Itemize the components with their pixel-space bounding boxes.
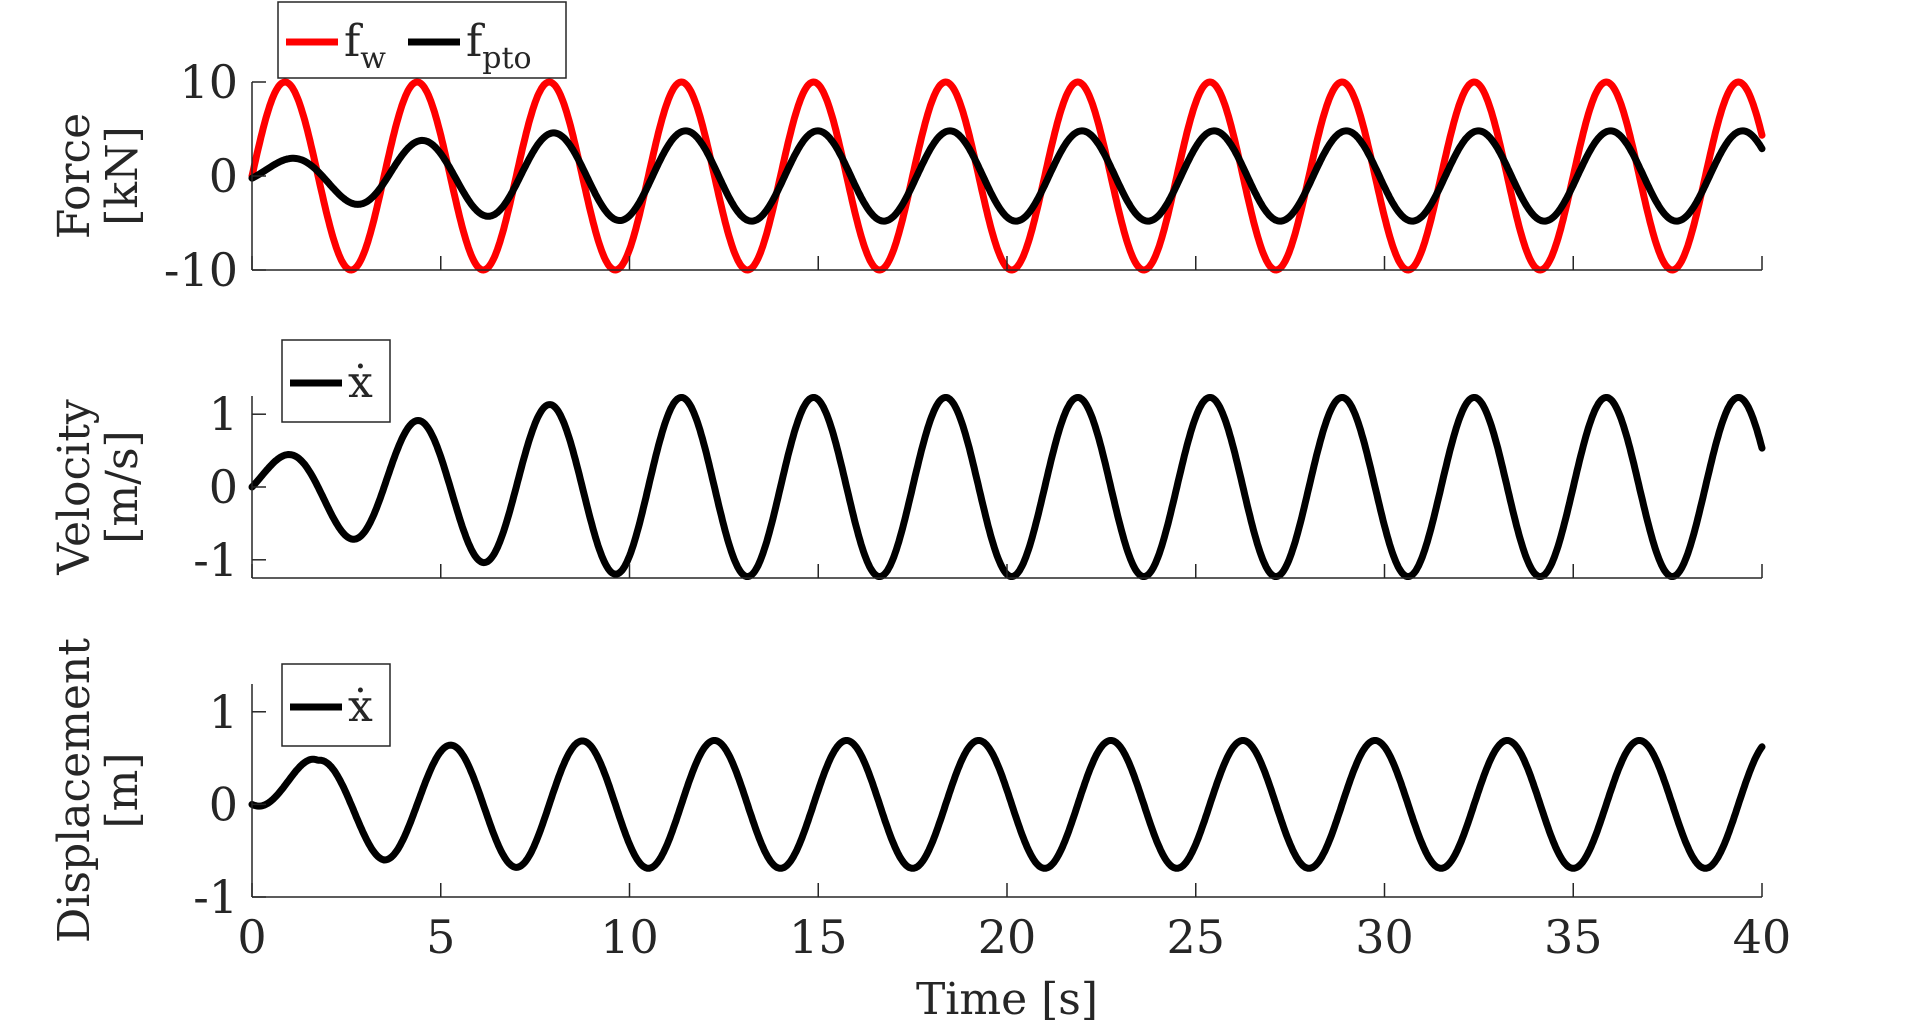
series-line-1-1 (248, 78, 1766, 274)
y-tick-label: 0 (209, 149, 238, 203)
y-tick-label: -1 (193, 533, 238, 587)
y-axis-title-2: Velocity[m/s] (49, 399, 148, 576)
y-tick-label: 10 (179, 55, 238, 109)
y-tick-label: 1 (209, 685, 238, 739)
legend-label: ẋ (348, 681, 373, 732)
panel-3: 10-10 5 10 15 20 25 30 35 40Displacement[m]Time … (49, 638, 1791, 1025)
legend-label: fw (344, 16, 386, 76)
x-tick-label: 20 (978, 910, 1037, 964)
y-tick-label: 0 (209, 777, 238, 831)
y-tick-label: -10 (164, 243, 238, 297)
panel-2: 1 0 -1 Velocity[m/s] ẋ (49, 339, 1766, 587)
y-axis-title-1: Force[kN] (49, 113, 148, 239)
x-tick-label: 15 (789, 910, 848, 964)
legend-label: fpto (466, 16, 532, 76)
panel-1: 10 0 -10 Force[kN] fw fpto (49, 1, 1766, 297)
legend-1: fw fpto (277, 1, 567, 79)
x-tick-label: 0 (237, 910, 266, 964)
x-tick-label: 40 (1733, 910, 1792, 964)
y-tick-label: 0 (209, 460, 238, 514)
series-line-2-1 (248, 394, 1766, 580)
x-tick-label: 10 (600, 910, 659, 964)
y-tick-label: -1 (193, 870, 238, 924)
x-tick-label: 30 (1355, 910, 1414, 964)
x-tick-label: 35 (1544, 910, 1603, 964)
y-axis-title-3: Displacement[m] (49, 638, 148, 943)
legend-2: ẋ (281, 339, 391, 423)
series-line-3-1 (248, 737, 1766, 872)
x-axis-title: Time [s] (916, 974, 1098, 1025)
x-tick-label: 25 (1166, 910, 1225, 964)
y-tick-label: 1 (209, 387, 238, 441)
legend-label: ẋ (348, 357, 373, 408)
legend-3: ẋ (281, 663, 391, 747)
series-line-1-2 (248, 127, 1766, 225)
x-tick-label: 5 (426, 910, 455, 964)
